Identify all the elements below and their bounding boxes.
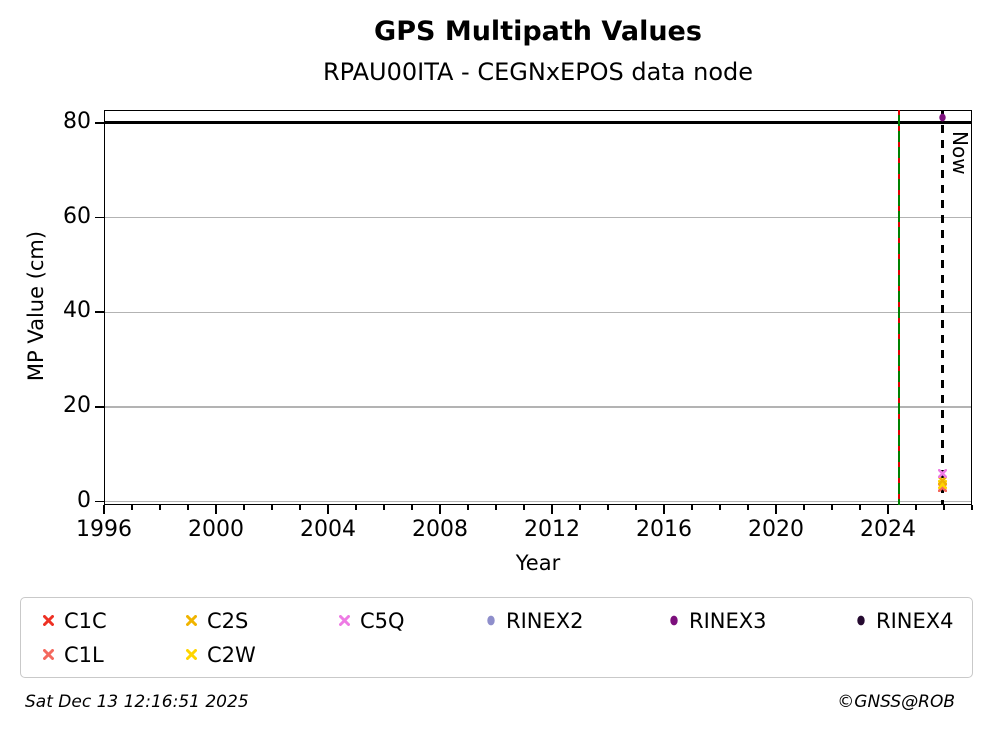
legend-marker-c1c-icon xyxy=(43,615,54,626)
gridline xyxy=(104,501,972,503)
x-tick-label: 2024 xyxy=(860,517,916,542)
legend-marker-c2s-icon xyxy=(186,615,197,626)
y-tick-label: 40 xyxy=(63,298,91,324)
data-point-c5q xyxy=(937,469,948,479)
x-minor-tick xyxy=(271,505,273,510)
legend-marker-rinex3-icon xyxy=(669,614,679,627)
y-tick xyxy=(95,216,104,219)
threshold-line xyxy=(104,121,972,125)
legend-item-c1l: C1L xyxy=(43,638,186,672)
x-minor-tick xyxy=(915,505,917,510)
x-minor-tick xyxy=(691,505,693,510)
legend-item-c1c: C1C xyxy=(43,604,186,638)
y-tick xyxy=(95,500,104,503)
x-major-tick xyxy=(887,505,889,514)
legend-label: RINEX4 xyxy=(876,608,954,633)
legend-marker-rinex4-icon xyxy=(856,614,866,627)
x-minor-tick xyxy=(467,505,469,510)
y-tick xyxy=(95,311,104,314)
legend-item-c2s: C2S xyxy=(186,604,339,638)
legend-marker-rinex2-icon xyxy=(486,614,496,627)
legend-label: C1L xyxy=(64,642,104,667)
x-minor-tick xyxy=(523,505,525,510)
x-major-tick xyxy=(215,505,217,514)
now-line xyxy=(941,110,944,505)
x-major-tick xyxy=(103,505,105,514)
x-tick-label: 2020 xyxy=(748,517,804,542)
x-major-tick xyxy=(775,505,777,514)
x-tick-label: 2008 xyxy=(412,517,468,542)
x-axis-label: Year xyxy=(515,551,561,575)
x-major-tick xyxy=(663,505,665,514)
legend-marker-c1l-icon xyxy=(43,649,54,660)
x-minor-tick xyxy=(383,505,385,510)
y-tick-label: 80 xyxy=(63,108,91,134)
x-minor-tick xyxy=(803,505,805,510)
legend-marker-c5q-icon xyxy=(339,615,350,626)
y-tick-label: 60 xyxy=(63,203,91,229)
x-minor-tick xyxy=(943,505,945,510)
legend-label: C5Q xyxy=(360,608,405,633)
legend-label: C1C xyxy=(64,608,107,633)
x-major-tick xyxy=(551,505,553,514)
page-title: GPS Multipath Values xyxy=(374,16,702,47)
legend-label: C2S xyxy=(207,608,249,633)
gridline xyxy=(104,406,972,408)
x-minor-tick xyxy=(607,505,609,510)
x-minor-tick xyxy=(635,505,637,510)
gridline xyxy=(104,311,972,313)
x-minor-tick xyxy=(579,505,581,510)
y-tick-label: 0 xyxy=(77,487,91,513)
x-major-tick xyxy=(327,505,329,514)
page-subtitle: RPAU00ITA - CEGNxEPOS data node xyxy=(323,58,753,86)
x-tick-label: 1996 xyxy=(76,517,132,542)
x-minor-tick xyxy=(187,505,189,510)
x-minor-tick xyxy=(495,505,497,510)
x-minor-tick xyxy=(831,505,833,510)
legend-marker-c2w-icon xyxy=(186,649,197,660)
legend: C1C C2S C5Q RINEX2 RINEX3 RINEX4 C1L C2W xyxy=(20,597,973,678)
x-tick-label: 2016 xyxy=(636,517,692,542)
x-minor-tick xyxy=(355,505,357,510)
x-minor-tick xyxy=(299,505,301,510)
event-line xyxy=(897,110,901,505)
x-minor-tick xyxy=(411,505,413,510)
legend-item-c5q: C5Q xyxy=(339,604,486,638)
x-tick-label: 2012 xyxy=(524,517,580,542)
x-major-tick xyxy=(439,505,441,514)
legend-item-rinex3: RINEX3 xyxy=(669,604,856,638)
x-minor-tick xyxy=(971,505,973,510)
x-tick-label: 2000 xyxy=(188,517,244,542)
x-minor-tick xyxy=(159,505,161,510)
x-minor-tick xyxy=(243,505,245,510)
gridline xyxy=(104,216,972,219)
x-minor-tick xyxy=(747,505,749,510)
x-tick-label: 2004 xyxy=(300,517,356,542)
x-minor-tick xyxy=(719,505,721,510)
x-minor-tick xyxy=(859,505,861,510)
footer-timestamp: Sat Dec 13 12:16:51 2025 xyxy=(25,692,249,712)
legend-item-rinex4: RINEX4 xyxy=(856,604,972,638)
now-line-label: Now xyxy=(948,131,972,175)
legend-label: C2W xyxy=(207,642,256,667)
legend-label: RINEX3 xyxy=(689,608,767,633)
y-tick xyxy=(95,406,104,408)
data-point-c2s xyxy=(937,476,948,486)
footer-credit: ©GNSS@ROB xyxy=(837,692,955,712)
x-minor-tick xyxy=(131,505,133,510)
legend-label: RINEX2 xyxy=(506,608,584,633)
legend-item-rinex2: RINEX2 xyxy=(486,604,669,638)
data-point-rinex3 xyxy=(938,112,947,123)
y-tick-label: 20 xyxy=(63,392,91,418)
y-tick xyxy=(95,121,104,124)
legend-item-c2w: C2W xyxy=(186,638,339,672)
